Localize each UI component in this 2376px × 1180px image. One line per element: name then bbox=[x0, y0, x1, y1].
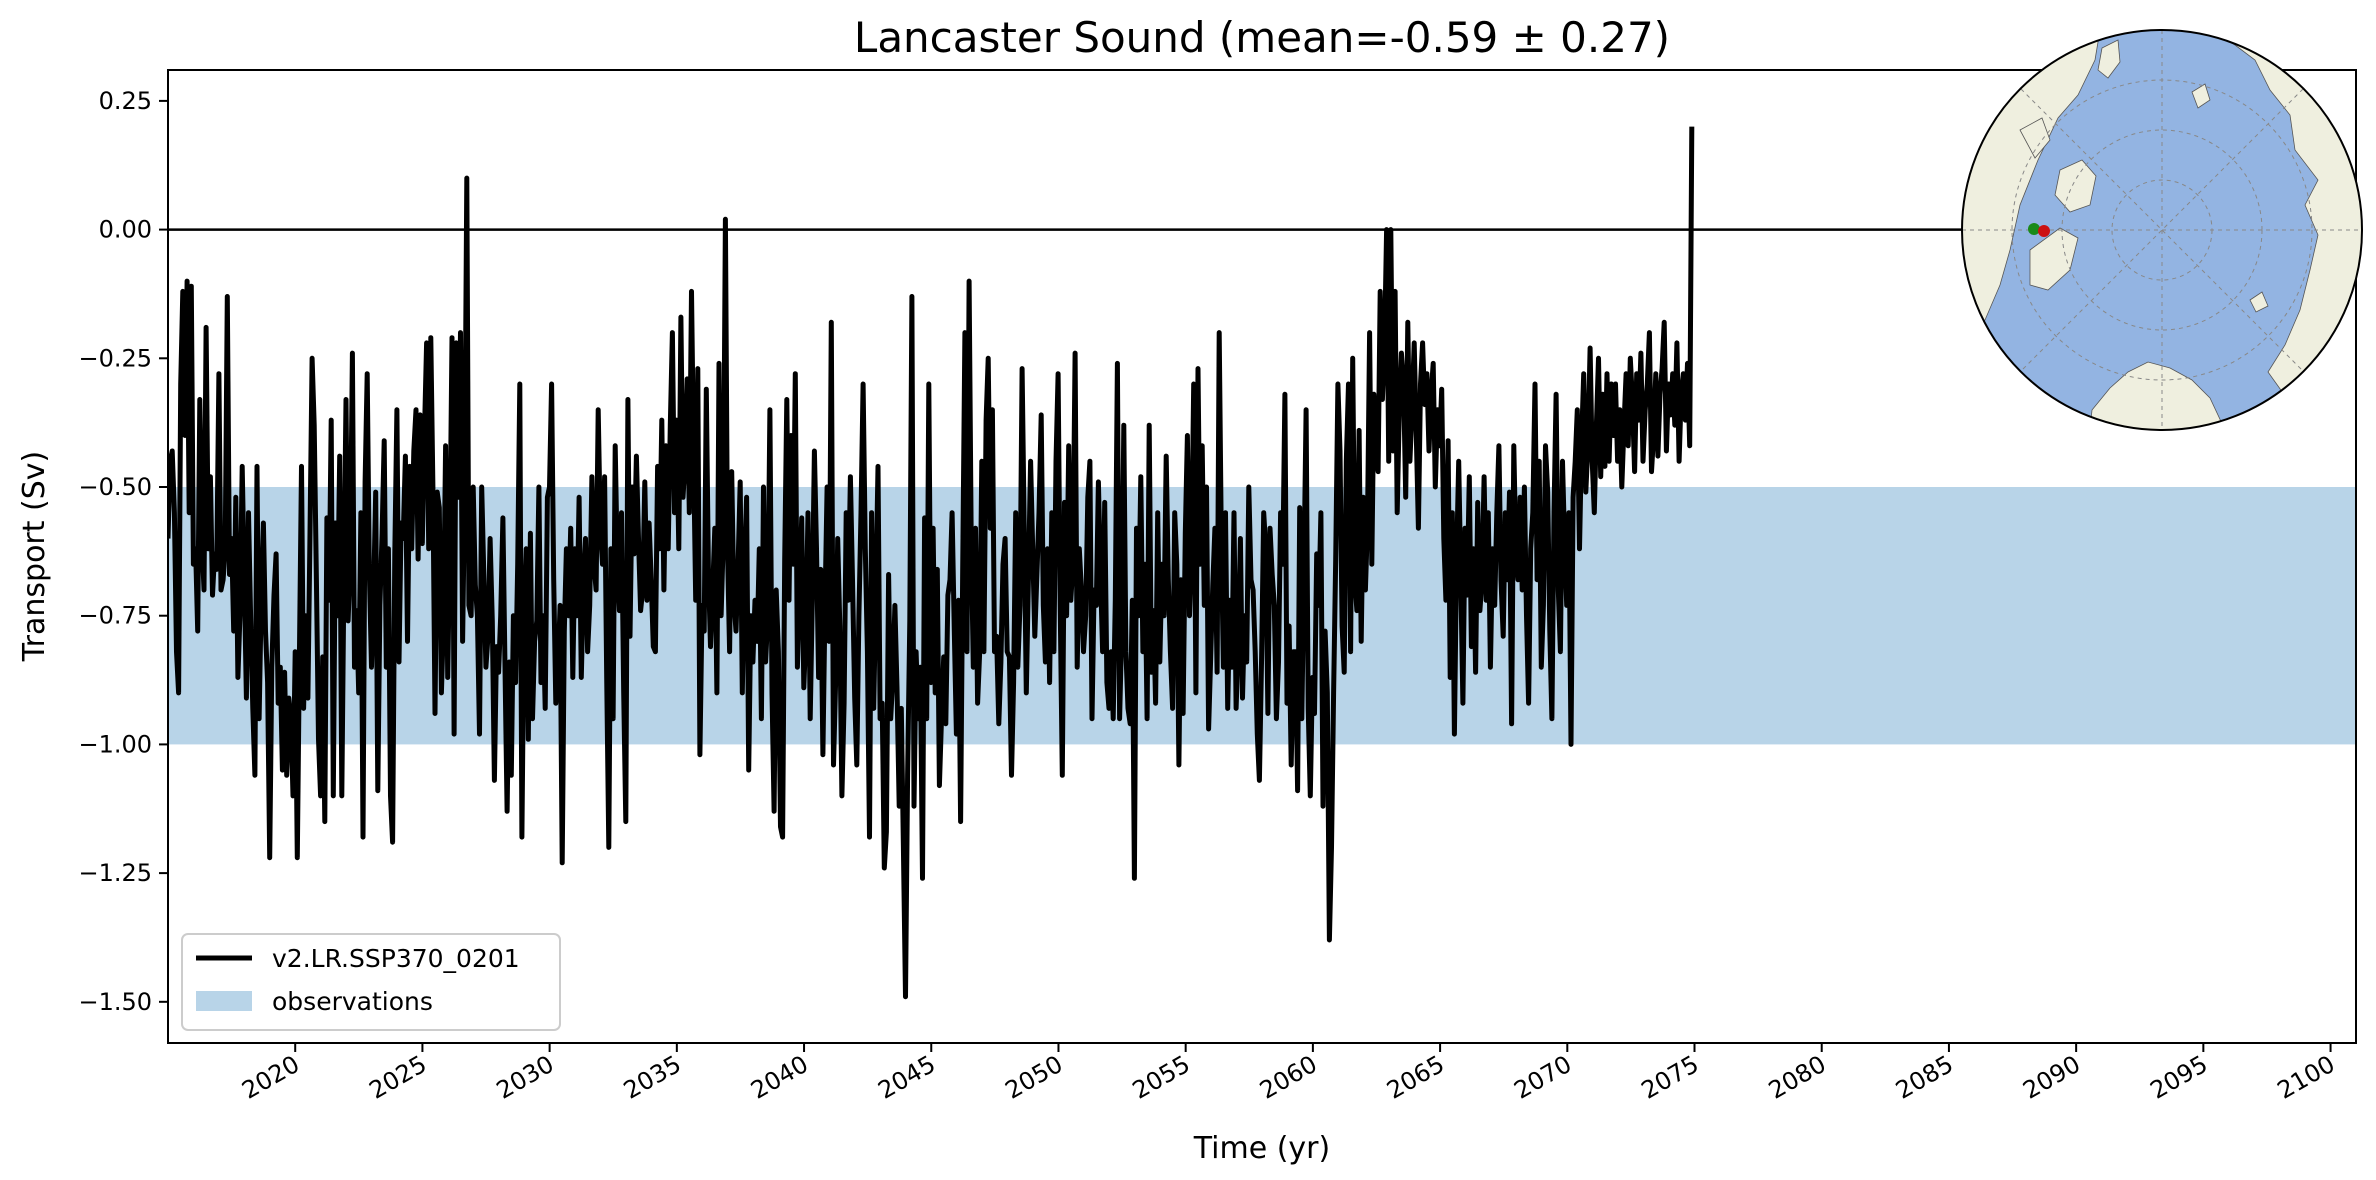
x-tick-label: 2065 bbox=[1382, 1050, 1449, 1105]
inset-map bbox=[1961, 29, 2363, 431]
legend-box bbox=[181, 933, 561, 1031]
legend: v2.LR.SSP370_0201 observations bbox=[181, 933, 561, 1031]
x-tick-label: 2080 bbox=[1764, 1050, 1831, 1105]
y-tick-label: −1.50 bbox=[78, 988, 152, 1016]
x-tick-label: 2035 bbox=[619, 1050, 686, 1105]
x-tick-label: 2100 bbox=[2273, 1050, 2340, 1105]
x-tick-label: 2060 bbox=[1255, 1050, 1322, 1105]
x-axis-label: Time (yr) bbox=[1193, 1131, 1330, 1166]
chart-title: Lancaster Sound (mean=-0.59 ± 0.27) bbox=[854, 13, 1670, 62]
x-tick-label: 2055 bbox=[1128, 1050, 1195, 1105]
x-tick-label: 2090 bbox=[2018, 1050, 2085, 1105]
x-tick-label: 2050 bbox=[1001, 1050, 1068, 1105]
plot-area bbox=[167, 69, 2357, 1044]
x-tick-label: 2040 bbox=[746, 1050, 813, 1105]
y-tick-label: −1.25 bbox=[78, 859, 152, 887]
legend-label-observations: observations bbox=[272, 987, 433, 1016]
x-tick-label: 2095 bbox=[2145, 1050, 2212, 1105]
x-tick-label: 2075 bbox=[1637, 1050, 1704, 1105]
plot-frame bbox=[167, 69, 2357, 1044]
y-tick-label: −1.00 bbox=[78, 730, 152, 758]
map-marker-end bbox=[2038, 225, 2050, 237]
y-axis-label: Transport (Sv) bbox=[17, 451, 52, 663]
map-marker-start bbox=[2028, 223, 2040, 235]
y-axis: 0.25 0.00 −0.25 −0.50 −0.75 −1.00 −1.25 −1.50 bbox=[78, 87, 168, 1016]
map-border bbox=[1961, 29, 2363, 431]
y-tick-label: −0.50 bbox=[78, 473, 152, 501]
legend-swatch-observations bbox=[196, 991, 252, 1011]
y-tick-label: −0.75 bbox=[78, 602, 152, 630]
x-tick-label: 2020 bbox=[237, 1050, 304, 1105]
y-tick-label: −0.25 bbox=[78, 344, 152, 372]
x-tick-label: 2030 bbox=[492, 1050, 559, 1105]
x-tick-label: 2045 bbox=[873, 1050, 940, 1105]
x-tick-label: 2085 bbox=[1891, 1050, 1958, 1105]
series-line-v2-lr-ssp370-0201 bbox=[168, 126, 1695, 1000]
x-tick-label: 2070 bbox=[1509, 1050, 1576, 1105]
y-tick-label: 0.25 bbox=[99, 87, 152, 115]
x-tick-label: 2025 bbox=[365, 1050, 432, 1105]
x-axis: 2020 2025 2030 2035 2040 2045 2050 2055 2060 2065… bbox=[237, 1043, 2340, 1105]
legend-label-series: v2.LR.SSP370_0201 bbox=[272, 944, 520, 973]
y-tick-label: 0.00 bbox=[99, 216, 152, 244]
